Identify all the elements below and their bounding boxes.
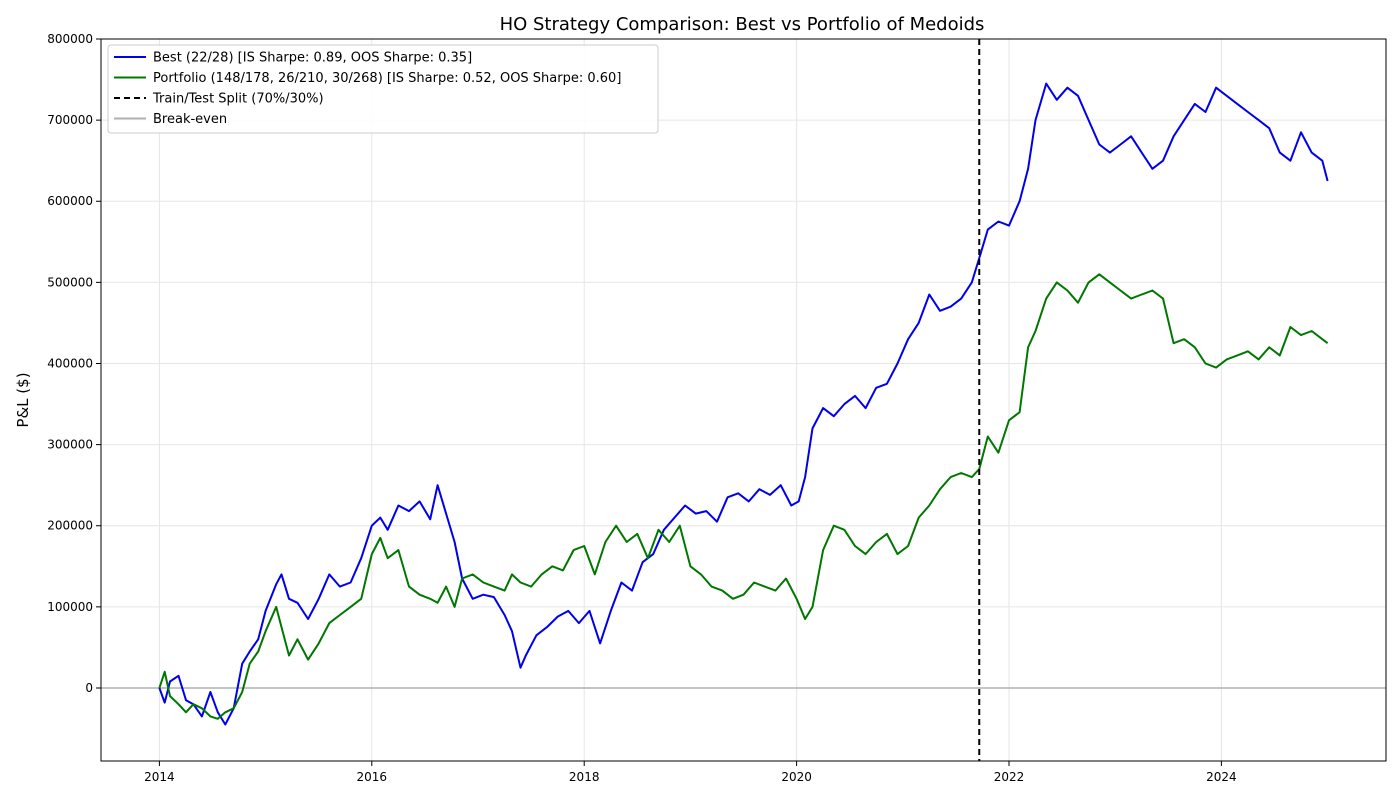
x-tick-label: 2018 xyxy=(569,770,600,784)
plot-area xyxy=(101,39,1386,761)
legend-entry-breakeven-label: Break-even xyxy=(153,112,227,127)
x-tick-label: 2022 xyxy=(994,770,1025,784)
legend-box xyxy=(107,44,659,134)
legend-entry-best-label: Best (22/28) [IS Sharpe: 0.89, OOS Sharp… xyxy=(153,51,472,66)
y-tick-label: 700000 xyxy=(47,113,93,127)
series-line-best xyxy=(158,82,1329,726)
x-tick-label: 2024 xyxy=(1206,770,1237,784)
x-tick-label: 2020 xyxy=(781,770,812,784)
legend-entry-split-label: Train/Test Split (70%/30%) xyxy=(152,92,324,107)
y-tick-label: 800000 xyxy=(47,32,93,46)
plot-frame xyxy=(100,38,1387,762)
legend: Best (22/28) [IS Sharpe: 0.89, OOS Sharp… xyxy=(107,44,659,134)
y-axis-label: P&L ($) xyxy=(14,372,32,427)
y-tick-label: 0 xyxy=(85,681,93,695)
y-tick-label: 600000 xyxy=(47,194,93,208)
y-tick-label: 100000 xyxy=(47,600,93,614)
y-tick-label: 500000 xyxy=(47,275,93,289)
series-line-portfolio xyxy=(158,273,1329,720)
y-tick-label: 200000 xyxy=(47,519,93,533)
x-tick-label: 2016 xyxy=(357,770,388,784)
chart-title: HO Strategy Comparison: Best vs Portfoli… xyxy=(500,14,985,35)
x-tick-label: 2014 xyxy=(144,770,175,784)
axes: 2014 2016 2018 2020 2022 2024 0 100000 200000 300… xyxy=(47,32,1236,784)
y-tick-label: 400000 xyxy=(47,356,93,370)
y-tick-label: 300000 xyxy=(47,438,93,452)
legend-entry-portfolio-label: Portfolio (148/178, 26/210, 30/268) [IS … xyxy=(153,71,621,86)
